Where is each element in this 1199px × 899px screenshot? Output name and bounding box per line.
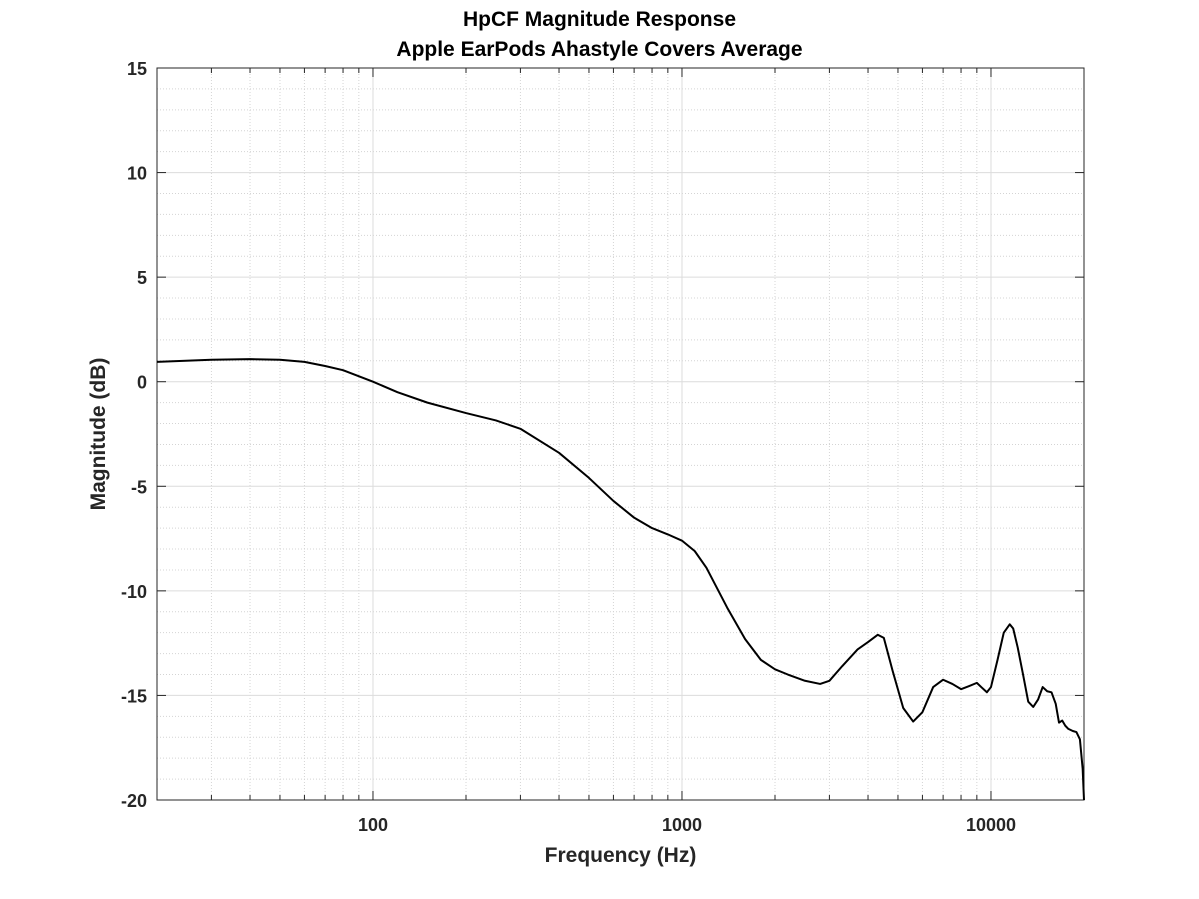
x-tick-label: 10000: [966, 815, 1016, 835]
y-tick-labels: -20 -15 -10 -5 0 5 10 15: [121, 59, 147, 811]
y-tick-label: -5: [131, 477, 147, 497]
y-tick-label: 0: [137, 373, 147, 393]
x-tick-label: 1000: [662, 815, 702, 835]
chart-subtitle: Apple EarPods Ahastyle Covers Average: [396, 38, 803, 61]
y-tick-label: -10: [121, 582, 147, 602]
y-axis-label: Magnitude (dB): [87, 358, 110, 511]
y-tick-label: 15: [127, 59, 147, 79]
y-tick-label: 10: [127, 164, 147, 184]
chart-title: HpCF Magnitude Response: [462, 8, 736, 31]
x-tick-labels: 100 1000 10000: [358, 815, 1016, 835]
axis-ticks: [156, 67, 1085, 801]
y-tick-label: -15: [121, 686, 147, 706]
y-tick-label: 5: [137, 268, 147, 288]
minor-grid: [156, 68, 1085, 800]
series-line: [156, 358, 1085, 801]
y-tick-label: -20: [121, 791, 147, 811]
x-tick-label: 100: [358, 815, 388, 835]
major-grid: [157, 68, 1084, 800]
x-axis-label: Frequency (Hz): [545, 844, 697, 867]
plot-frame: [156, 67, 1085, 801]
